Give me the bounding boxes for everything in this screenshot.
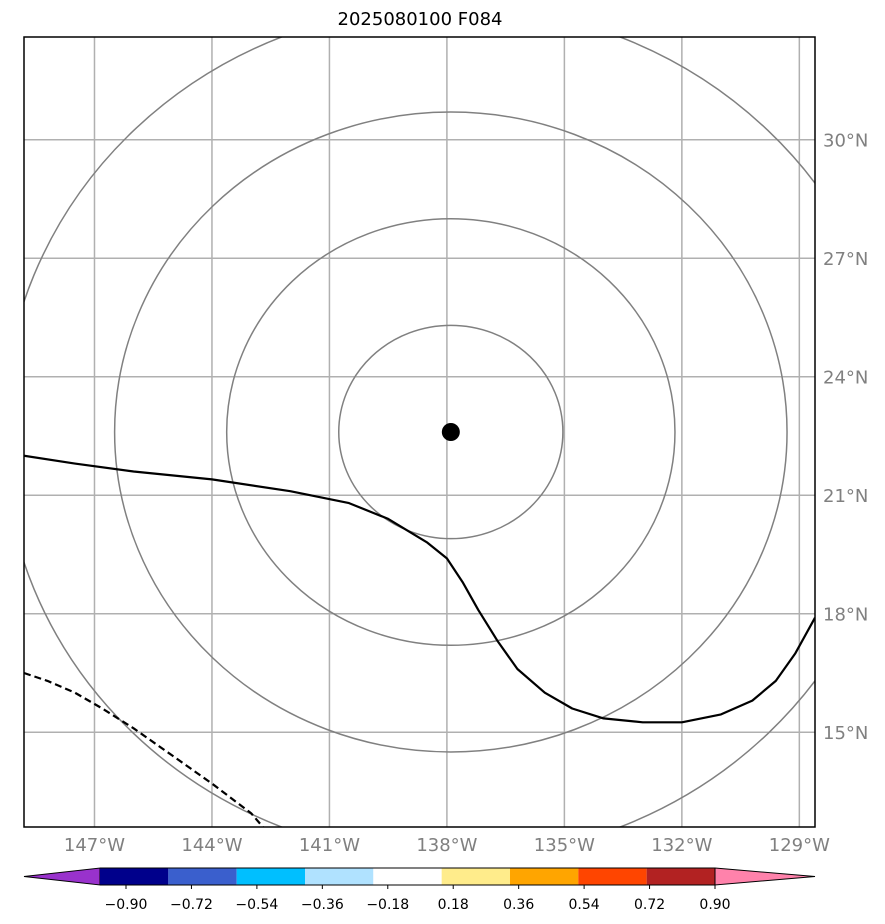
colorbar-segment: [646, 868, 715, 885]
colorbar-tick-label: −0.54: [235, 897, 278, 913]
longitude-label: 138°W: [416, 835, 477, 856]
longitude-label: 135°W: [534, 835, 595, 856]
dashed-contour: [24, 671, 264, 827]
map-background: [24, 37, 815, 827]
colorbar-tick-label: 0.90: [699, 897, 730, 913]
colorbar-segment: [578, 868, 647, 885]
map-title: 2025080100 F084: [337, 9, 503, 30]
colorbar-tick-label: 0.18: [438, 897, 469, 913]
colorbar-segment: [510, 868, 579, 885]
range-ring: [338, 324, 564, 540]
colorbar-extend-low: [23, 867, 101, 886]
contour-lines: [24, 454, 815, 827]
colorbar-segment: [373, 868, 442, 885]
colorbar-tick-label: −0.72: [170, 897, 213, 913]
longitude-label: 129°W: [769, 835, 830, 856]
colorbar-extend-high: [714, 867, 816, 886]
storm-center: [441, 423, 460, 441]
longitude-label: 132°W: [651, 835, 712, 856]
longitude-label: 144°W: [181, 835, 242, 856]
colorbar-tick-label: 0.36: [503, 897, 534, 913]
range-ring: [225, 217, 676, 647]
latitude-label: 27°N: [823, 249, 868, 270]
longitude-labels: 147°W 144°W 141°W 138°W 135°W 132°W 129°W: [64, 835, 830, 856]
longitude-label: 141°W: [299, 835, 360, 856]
latitude-label: 21°N: [823, 486, 868, 507]
colorbar-segment: [236, 868, 305, 885]
colorbar-segment: [305, 868, 374, 885]
colorbar-tick-label: 0.54: [569, 897, 600, 913]
colorbar-segment: [100, 868, 169, 885]
solid-contour: [24, 454, 815, 724]
map-frame: [23, 36, 816, 828]
latitude-label: 15°N: [823, 723, 868, 744]
range-rings: [24, 37, 815, 827]
colorbar-outline: [100, 867, 715, 886]
storm-center-dot: [441, 423, 460, 441]
colorbar-tick-label: −0.90: [105, 897, 148, 913]
latitude-labels: 15°N 18°N 21°N 24°N 27°N 30°N: [823, 131, 868, 745]
colorbar-tick-label: 0.72: [634, 897, 665, 913]
colorbar: −0.90 −0.72 −0.54 −0.36 −0.18 0.18 0.36 0.54 0.7…: [23, 867, 816, 913]
colorbar-segment: [441, 868, 510, 885]
colorbar-tick-label: −0.36: [301, 897, 344, 913]
latitude-label: 30°N: [823, 131, 868, 152]
range-ring: [113, 111, 788, 753]
colorbar-tick-label: −0.18: [366, 897, 409, 913]
latitude-label: 24°N: [823, 368, 868, 389]
colorbar-segment: [168, 868, 237, 885]
latitude-label: 18°N: [823, 605, 868, 626]
longitude-label: 147°W: [64, 835, 125, 856]
